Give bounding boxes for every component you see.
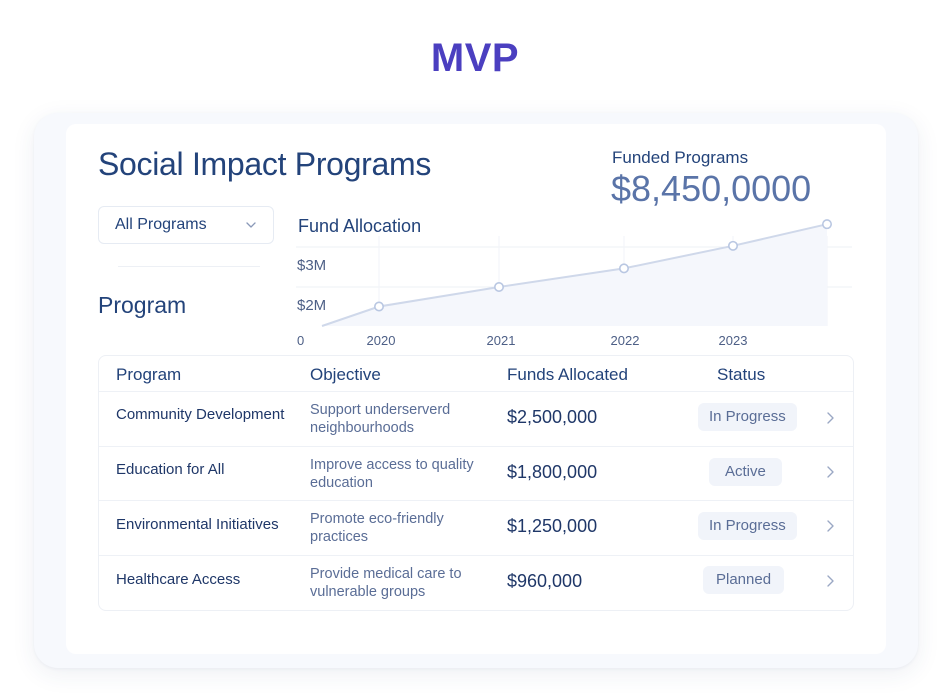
program-funds: $960,000 xyxy=(507,571,583,591)
program-filter-selected: All Programs xyxy=(115,216,207,233)
program-name: Environmental Initiatives xyxy=(116,516,279,533)
program-objective: Support underserverd neighbourhoods xyxy=(310,402,451,436)
program-filter-dropdown[interactable]: All Programs xyxy=(98,206,274,244)
status-badge: In Progress xyxy=(698,403,797,431)
table-row-divider xyxy=(99,555,853,556)
funded-programs-value: $8,450,0000 xyxy=(611,168,812,209)
chevron-right-icon[interactable] xyxy=(824,574,836,588)
funded-programs-label: Funded Programs xyxy=(612,148,749,167)
brand-title: MVP xyxy=(430,36,520,80)
table-header-funds: Funds Allocated xyxy=(507,365,628,384)
program-objective: Provide medical care to vulnerable group… xyxy=(310,566,462,600)
table-row-divider xyxy=(99,500,853,501)
program-funds: $2,500,000 xyxy=(507,407,598,427)
program-section-heading: Program xyxy=(98,292,187,318)
page-title: Social Impact Programs xyxy=(98,146,432,182)
program-name: Education for All xyxy=(116,461,225,478)
chevron-right-icon[interactable] xyxy=(824,519,836,533)
program-funds: $1,800,000 xyxy=(507,462,598,482)
chevron-down-icon xyxy=(246,222,256,228)
filter-divider xyxy=(118,266,260,267)
program-objective: Improve access to quality education xyxy=(310,457,474,491)
program-objective: Promote eco-friendly practices xyxy=(310,511,444,545)
program-name: Community Development xyxy=(116,406,285,423)
table-header-divider xyxy=(99,391,853,392)
chart-title: Fund Allocation xyxy=(298,216,422,236)
status-badge: Planned xyxy=(703,566,785,594)
table-header-objective: Objective xyxy=(310,365,381,384)
chevron-right-icon[interactable] xyxy=(824,465,836,479)
table-row-divider xyxy=(99,446,853,447)
status-badge: In Progress xyxy=(698,512,797,540)
program-name: Healthcare Access xyxy=(116,571,241,588)
table-header-status: Status xyxy=(717,365,766,384)
program-funds: $1,250,000 xyxy=(507,516,598,536)
table-header-program: Program xyxy=(116,365,182,384)
status-badge: Active xyxy=(709,458,782,486)
chevron-right-icon[interactable] xyxy=(824,411,836,425)
